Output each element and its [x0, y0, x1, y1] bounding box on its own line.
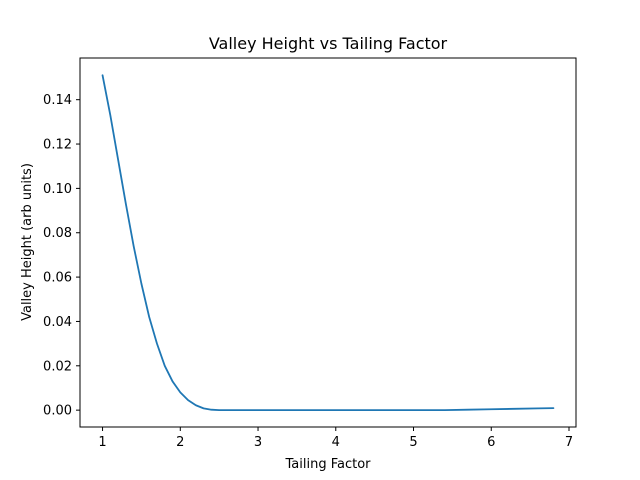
x-tick-label: 1 — [98, 435, 106, 450]
y-tick-label: 0.06 — [43, 271, 72, 286]
y-tick-label: 0.00 — [43, 404, 72, 419]
y-axis-title: Valley Height (arb units) — [20, 163, 35, 321]
x-tick-label: 7 — [565, 435, 573, 450]
y-tick-label: 0.10 — [43, 182, 72, 197]
chart-title: Valley Height vs Tailing Factor — [209, 34, 448, 53]
x-tick-label: 2 — [176, 435, 184, 450]
y-tick-label: 0.14 — [43, 93, 72, 108]
y-tick-label: 0.08 — [43, 226, 72, 241]
series-layer — [101, 74, 555, 412]
x-axis-title: Tailing Factor — [284, 457, 371, 472]
x-tick-label: 5 — [409, 435, 417, 450]
series-line — [101, 74, 555, 412]
plot-area — [79, 57, 577, 428]
y-tick-label: 0.04 — [43, 315, 72, 330]
x-axis-ticks: 1 2 3 4 5 6 7 — [98, 427, 573, 450]
plot-frame — [79, 57, 577, 428]
y-tick-label: 0.12 — [43, 138, 72, 153]
x-tick-label: 3 — [254, 435, 262, 450]
y-axis-ticks: 0.00 0.02 0.04 0.06 0.08 0.10 0.12 0.14 — [43, 93, 80, 419]
x-tick-label: 6 — [487, 435, 495, 450]
x-tick-label: 4 — [332, 435, 340, 450]
y-tick-label: 0.02 — [43, 359, 72, 374]
